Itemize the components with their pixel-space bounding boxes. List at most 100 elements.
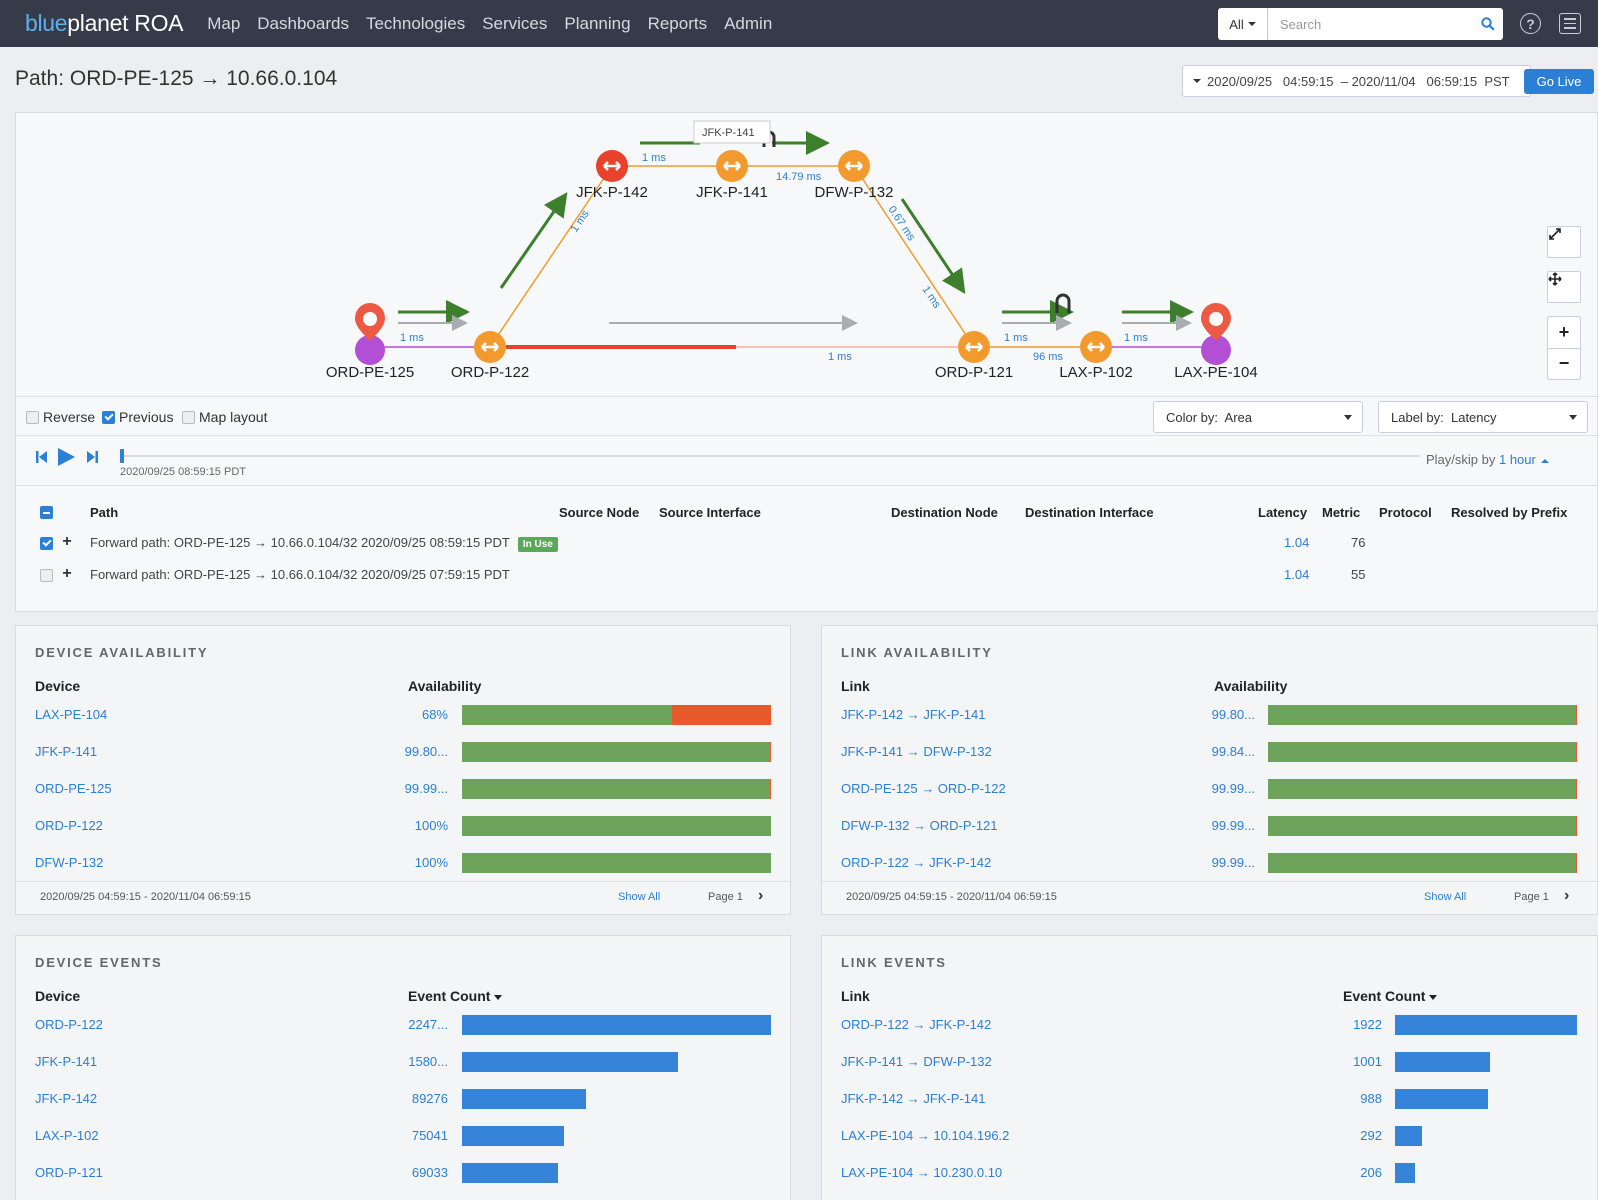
item-value[interactable]: 1001 [1353, 1054, 1382, 1069]
item-name-link[interactable]: ORD-PE-125 [35, 781, 112, 796]
zoom-in-icon[interactable]: + [1558, 322, 1570, 342]
item-value[interactable]: 99.84... [1211, 744, 1255, 759]
row-checkbox[interactable] [40, 537, 53, 550]
nav-item-admin[interactable]: Admin [724, 13, 773, 33]
item-name-link[interactable]: ORD-P-122 [35, 818, 103, 833]
date-range-picker[interactable]: 2020/09/25 04:59:15 – 2020/11/04 06:59:1… [1182, 65, 1531, 97]
item-name-link[interactable]: ORD-PE-125 → ORD-P-122 [841, 781, 1006, 796]
show-all-link[interactable]: Show All [1424, 891, 1467, 903]
node-jfk-p-142[interactable] [596, 150, 628, 182]
play-icon[interactable] [56, 447, 76, 467]
nav-item-services[interactable]: Services [482, 13, 548, 33]
node-ord-p-122[interactable] [474, 331, 506, 363]
node-lax-p-102[interactable] [1080, 331, 1112, 363]
path-row[interactable]: + Forward path: ORD-PE-125 → 10.66.0.104… [16, 558, 1598, 590]
item-name-link[interactable]: LAX-P-102 [35, 1128, 99, 1143]
label-by-select[interactable]: Label by: Latency [1378, 401, 1588, 433]
path-row[interactable]: + Forward path: ORD-PE-125 → 10.66.0.104… [16, 526, 1598, 558]
item-value[interactable]: 99.80... [1211, 707, 1255, 722]
latency-value[interactable]: 1.04 [1284, 567, 1310, 582]
col-event-count[interactable]: Event Count [1343, 988, 1438, 1004]
item-value[interactable]: 100% [414, 818, 448, 833]
skip-value-dropdown[interactable]: 1 hour [1498, 452, 1536, 467]
menu-icon[interactable] [1559, 13, 1581, 34]
timeline-track[interactable] [120, 455, 1420, 457]
nav-item-reports[interactable]: Reports [647, 13, 708, 33]
item-value[interactable]: 75041 [411, 1128, 448, 1143]
go-live-button[interactable]: Go Live [1524, 69, 1594, 94]
item-value[interactable]: 99.80... [404, 744, 448, 759]
col-protocol[interactable]: Protocol [1379, 505, 1432, 520]
skip-back-icon[interactable] [36, 450, 48, 464]
skip-forward-icon[interactable] [86, 450, 98, 464]
node-jfk-p-141[interactable] [716, 150, 748, 182]
item-name-link[interactable]: ORD-P-122 → JFK-P-142 [841, 1017, 992, 1032]
col-latency[interactable]: Latency [1258, 505, 1308, 520]
node-lax-pe-104[interactable] [1201, 303, 1231, 365]
color-by-select[interactable]: Color by: Area [1153, 401, 1363, 433]
item-name-link[interactable]: DFW-P-132 [35, 855, 104, 870]
nav-item-technologies[interactable]: Technologies [365, 13, 466, 33]
map-layout-checkbox[interactable]: Map layout [182, 409, 267, 425]
checkbox[interactable] [26, 410, 39, 424]
zoom-out-icon[interactable]: − [1558, 353, 1570, 374]
brand-logo[interactable]: blueplanet ROA [25, 10, 184, 37]
item-value[interactable]: 206 [1360, 1165, 1382, 1180]
item-value[interactable]: 68% [421, 707, 448, 722]
col-resolved-by-prefix[interactable]: Resolved by Prefix [1451, 505, 1568, 520]
row-checkbox[interactable] [40, 569, 53, 582]
select-all-checkbox[interactable] [40, 506, 53, 519]
item-name-link[interactable]: JFK-P-142 → JFK-P-141 [841, 707, 986, 722]
col-source-node[interactable]: Source Node [559, 505, 640, 520]
item-value[interactable]: 988 [1360, 1091, 1382, 1106]
item-value[interactable]: 1580... [408, 1054, 448, 1069]
col-destination-interface[interactable]: Destination Interface [1025, 505, 1154, 520]
item-value[interactable]: 100% [414, 855, 448, 870]
node-dfw-p-132[interactable] [838, 150, 870, 182]
nav-item-dashboards[interactable]: Dashboards [257, 13, 349, 33]
item-name-link[interactable]: DFW-P-132 → ORD-P-121 [841, 818, 998, 833]
topology-map[interactable]: 1 ms 1 ms 1 ms 14.79 ms 0.67 ms 1 ms 1 m… [16, 113, 1598, 396]
item-name-link[interactable]: JFK-P-141 → DFW-P-132 [841, 744, 992, 759]
nav-item-planning[interactable]: Planning [564, 13, 631, 33]
previous-checkbox[interactable]: Previous [102, 409, 173, 425]
node-ord-p-121[interactable] [958, 331, 990, 363]
item-name-link[interactable]: ORD-P-122 [35, 1017, 103, 1032]
item-name-link[interactable]: LAX-PE-104 → 10.230.0.10 [841, 1165, 1003, 1180]
fullscreen-icon[interactable] [1547, 226, 1581, 258]
chevron-right-icon[interactable]: › [758, 887, 764, 904]
item-name-link[interactable]: JFK-P-142 [35, 1091, 98, 1106]
show-all-link[interactable]: Show All [618, 891, 661, 903]
nav-item-map[interactable]: Map [207, 13, 241, 33]
item-name-link[interactable]: LAX-PE-104 → 10.104.196.2 [841, 1128, 1010, 1143]
help-icon[interactable]: ? [1520, 13, 1541, 34]
expand-icon[interactable]: + [62, 565, 72, 582]
item-value[interactable]: 99.99... [1211, 818, 1255, 833]
item-name-link[interactable]: JFK-P-142 → JFK-P-141 [841, 1091, 986, 1106]
col-path[interactable]: Path [90, 505, 119, 520]
item-value[interactable]: 89276 [411, 1091, 448, 1106]
item-name-link[interactable]: ORD-P-121 [35, 1165, 103, 1180]
col-event-count[interactable]: Event Count [408, 988, 503, 1004]
latency-value[interactable]: 1.04 [1284, 535, 1310, 550]
item-value[interactable]: 2247... [408, 1017, 448, 1032]
search-scope-dropdown[interactable]: All [1218, 8, 1268, 40]
chevron-right-icon[interactable]: › [1564, 887, 1570, 904]
item-value[interactable]: 99.99... [1211, 855, 1255, 870]
col-destination-node[interactable]: Destination Node [891, 505, 998, 520]
timeline-handle[interactable] [120, 449, 124, 463]
col-metric[interactable]: Metric [1322, 505, 1361, 520]
expand-icon[interactable]: + [62, 533, 72, 550]
item-name-link[interactable]: JFK-P-141 [35, 744, 98, 759]
item-value[interactable]: 69033 [411, 1165, 448, 1180]
recenter-icon[interactable] [1547, 271, 1581, 303]
node-ord-pe-125[interactable] [355, 303, 385, 365]
item-name-link[interactable]: JFK-P-141 → DFW-P-132 [841, 1054, 992, 1069]
search-icon[interactable] [1473, 17, 1503, 31]
reverse-checkbox[interactable]: Reverse [26, 409, 95, 425]
checkbox[interactable] [182, 410, 195, 424]
search-input[interactable] [1268, 8, 1473, 40]
checkbox-checked[interactable] [102, 410, 115, 424]
item-value[interactable]: 1922 [1353, 1017, 1382, 1032]
item-name-link[interactable]: ORD-P-122 → JFK-P-142 [841, 855, 992, 870]
